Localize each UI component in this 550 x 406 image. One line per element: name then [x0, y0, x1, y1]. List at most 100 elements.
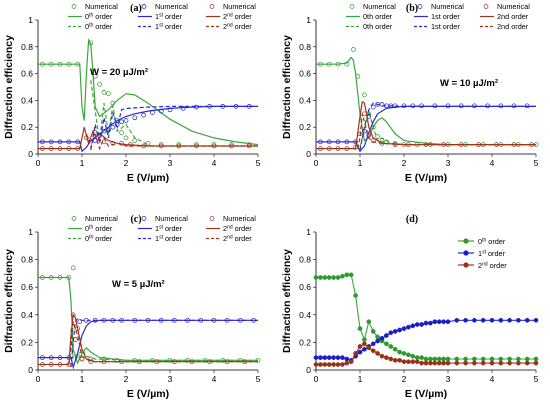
y-tick-label: 1: [306, 227, 311, 237]
data-point-order0: [101, 90, 107, 95]
x-tick-label: 2: [124, 374, 129, 384]
chart-panel-2: (b) 0 0.2 0.4 0.6 0.8 1 0 1 2 3 4 5 E (V/µm) Diffracti…: [281, 2, 539, 184]
data-point-order1: [432, 103, 438, 109]
data-point-order1: [344, 139, 350, 145]
y-axis-title: Diffraction efficiency: [3, 249, 15, 353]
y-tick-label: 1: [306, 15, 311, 25]
data-point-order2: [70, 312, 76, 318]
data-point-order2: [529, 142, 534, 147]
data-point-order0: [489, 356, 495, 362]
legend-marker-numerical: [209, 4, 215, 9]
data-point-order0: [88, 40, 94, 46]
data-point-order2: [406, 359, 411, 365]
x-tick-label: 0: [36, 374, 41, 384]
data-point-order1: [92, 317, 98, 323]
data-point-order2: [454, 360, 460, 366]
data-point-order1: [150, 110, 155, 115]
data-point-order2: [445, 360, 451, 366]
data-point-order2: [436, 360, 442, 366]
data-point-order0: [132, 138, 138, 143]
data-point-order0: [75, 61, 80, 67]
x-axis-title: E (V/µm): [127, 172, 169, 184]
data-point-order1: [211, 317, 217, 323]
data-point-order1: [57, 355, 63, 360]
data-point-order0: [48, 61, 54, 67]
data-point-order0: [362, 337, 367, 342]
data-point-order1: [167, 107, 173, 113]
data-point-order1: [384, 103, 389, 109]
data-point-order1: [198, 317, 204, 323]
data-point-order0: [366, 319, 372, 325]
legend-entry-label: 2nd order: [497, 22, 529, 31]
data-point-order2: [48, 362, 54, 367]
data-point-order1: [370, 104, 376, 110]
legend-label-rest: order: [233, 234, 253, 243]
data-point-order2: [428, 360, 433, 366]
data-point-order0: [362, 92, 367, 98]
data-point-order0: [414, 355, 420, 360]
legend-entry-label: 2nd order: [223, 234, 252, 243]
data-point-order2: [388, 356, 394, 362]
data-point-order2: [119, 140, 124, 146]
data-point-order2: [66, 362, 72, 367]
data-point-order1: [436, 319, 442, 325]
data-point-order0: [326, 61, 332, 67]
data-point-order0: [410, 353, 416, 359]
data-point-order1: [489, 317, 495, 323]
x-tick-label: 4: [212, 374, 217, 384]
data-point-order2: [110, 140, 116, 146]
data-point-order0: [436, 356, 442, 362]
data-point-order0: [335, 61, 341, 67]
y-axis-title: Diffraction efficiency: [3, 35, 15, 139]
data-point-order2: [401, 359, 407, 365]
data-point-order0: [533, 356, 539, 362]
data-point-order1: [445, 103, 451, 109]
data-point-order1: [392, 329, 398, 334]
data-point-order0: [428, 356, 433, 362]
data-point-order0: [524, 356, 530, 362]
data-point-order2: [88, 359, 94, 365]
data-point-order2: [335, 362, 341, 367]
data-point-order1: [194, 104, 199, 110]
data-point-order1: [375, 102, 380, 107]
data-point-order0: [318, 61, 323, 67]
data-point-order0: [57, 61, 63, 67]
series-line-order1-markers: [316, 319, 536, 361]
legend-entry-label: Numerical: [85, 214, 118, 223]
series-line-order2-dashed: [85, 133, 258, 151]
data-point-order1: [472, 103, 477, 109]
legend-label-sup: nd: [482, 262, 488, 268]
data-point-order1: [48, 139, 54, 145]
data-point-order1: [445, 319, 451, 325]
data-point-order0: [384, 341, 389, 347]
series-line-order2-dashed: [357, 113, 536, 149]
x-tick-label: 3: [168, 158, 173, 168]
x-tick-label: 5: [256, 158, 261, 168]
legend-marker: [463, 250, 469, 256]
data-point-order0: [375, 134, 380, 139]
data-point-order2: [419, 360, 424, 366]
x-tick-label: 1: [358, 158, 363, 168]
data-point-order1: [388, 330, 394, 336]
data-point-order2: [476, 142, 482, 147]
legend-marker-numerical: [483, 4, 489, 9]
panel-label: (b): [406, 3, 418, 14]
legend-marker-numerical: [141, 216, 147, 221]
data-point-order1: [392, 103, 398, 109]
y-tick-label: 0: [306, 365, 311, 375]
legend-marker-numerical: [209, 216, 215, 221]
data-point-order0: [351, 47, 356, 52]
data-point-order1: [119, 119, 124, 125]
data-point-order1: [233, 104, 239, 109]
legend-label-rest: order: [486, 237, 506, 246]
x-tick-label: 0: [36, 158, 41, 168]
legend-label-rest: order: [93, 234, 113, 243]
data-point-order2: [136, 359, 142, 365]
y-tick-label: 0.6: [21, 69, 33, 79]
legend-label-sup: st: [482, 250, 487, 256]
annotation-text: W = 10 µJ/m²: [440, 78, 498, 89]
legend-label-sup: nd: [227, 13, 233, 19]
